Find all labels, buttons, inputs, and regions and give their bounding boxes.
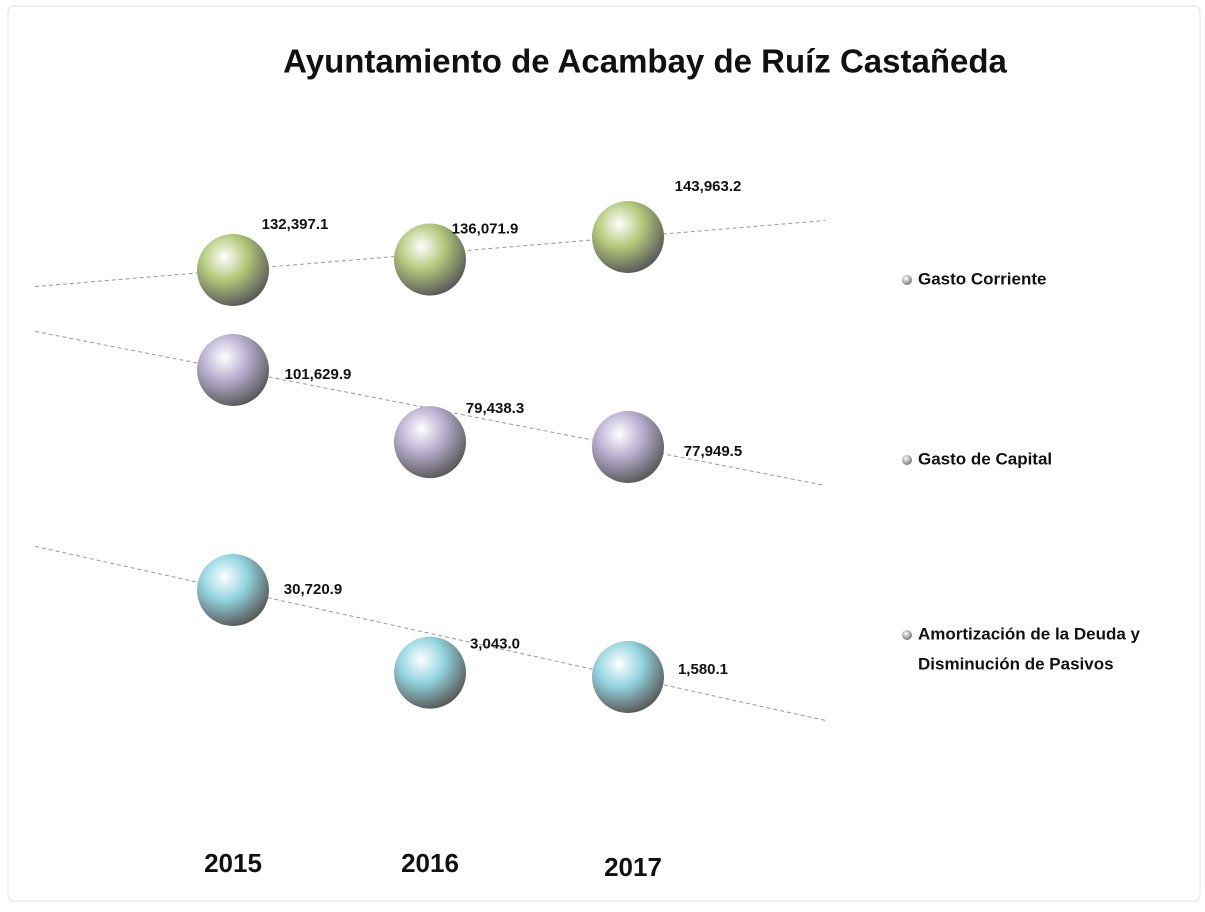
legend-label: Gasto de Capital (918, 449, 1052, 468)
data-label: 101,629.9 (285, 366, 352, 383)
data-label: 30,720.9 (284, 581, 342, 598)
bubble (394, 636, 466, 709)
data-label: 143,963.2 (675, 178, 742, 195)
x-tick-label: 2017 (604, 852, 662, 882)
bubble (592, 201, 664, 273)
legend-label: Amortización de la Deuda y (918, 624, 1141, 643)
x-tick-label: 2016 (401, 848, 459, 878)
data-label: 136,071.9 (452, 220, 519, 237)
legend-marker (902, 275, 912, 285)
legend-label: Disminución de Pasivos (918, 654, 1114, 673)
bubble (197, 554, 269, 626)
data-label: 132,397.1 (262, 216, 329, 233)
bubble (197, 334, 269, 406)
data-label: 79,438.3 (466, 400, 524, 417)
legend-marker (902, 630, 912, 640)
bubble (592, 411, 664, 483)
x-tick-label: 2015 (204, 848, 262, 878)
trend-line (34, 220, 826, 288)
legend-marker (902, 455, 912, 465)
bubble (394, 223, 466, 296)
data-label: 1,580.1 (678, 661, 728, 678)
data-label: 3,043.0 (470, 636, 520, 653)
legend-label: Gasto Corriente (918, 269, 1046, 288)
bubble (592, 641, 664, 713)
trend-line (34, 545, 826, 721)
bubble (197, 234, 269, 306)
chart-title: Ayuntamiento de Acambay de Ruíz Castañed… (283, 43, 1007, 80)
bubble (394, 406, 466, 479)
data-label: 77,949.5 (684, 443, 742, 460)
